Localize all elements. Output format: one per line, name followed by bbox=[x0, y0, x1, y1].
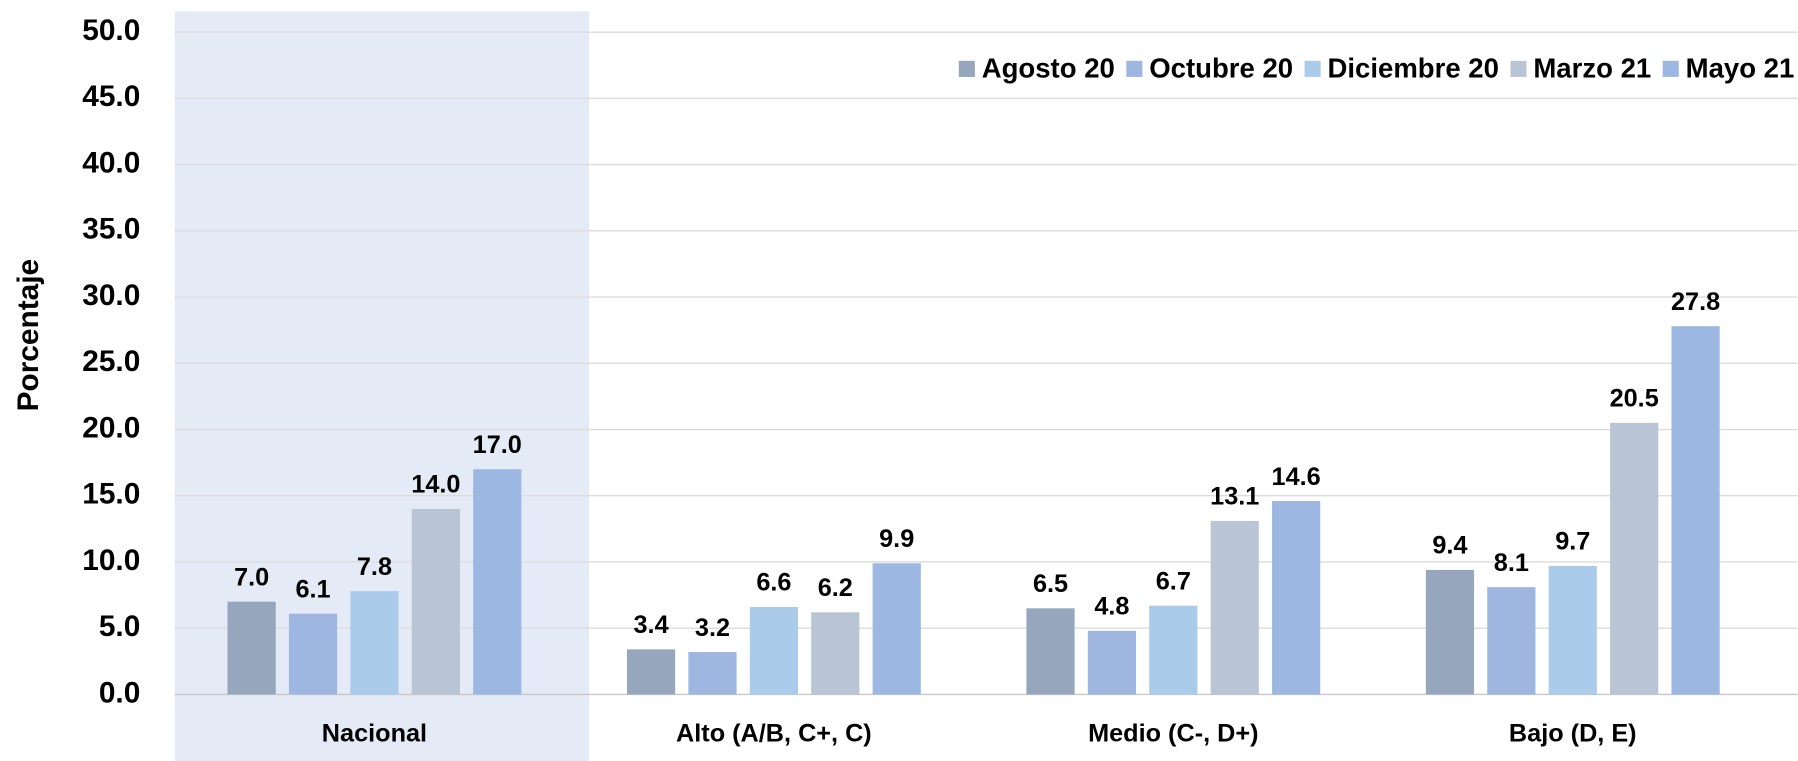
legend-swatch bbox=[958, 60, 975, 77]
legend-label: Agosto 20 bbox=[982, 52, 1115, 83]
y-tick-label: 30.0 bbox=[82, 279, 140, 312]
bar bbox=[1548, 565, 1597, 695]
y-tick-label: 15.0 bbox=[82, 478, 140, 511]
y-tick-label: 20.0 bbox=[82, 411, 140, 444]
bar bbox=[411, 508, 460, 695]
value-label: 6.7 bbox=[1156, 567, 1191, 595]
legend-label: Octubre 20 bbox=[1149, 52, 1293, 83]
bar bbox=[1149, 605, 1198, 695]
bar bbox=[1671, 326, 1720, 695]
value-label: 9.7 bbox=[1555, 528, 1590, 556]
value-label: 6.5 bbox=[1033, 570, 1068, 598]
bar bbox=[872, 563, 921, 695]
bar bbox=[350, 591, 399, 695]
legend-swatch bbox=[1662, 60, 1679, 77]
y-tick-label: 10.0 bbox=[82, 544, 140, 577]
y-tick-label: 40.0 bbox=[82, 146, 140, 179]
y-tick-label: 35.0 bbox=[82, 213, 140, 246]
x-tick-label: Nacional bbox=[322, 719, 427, 747]
value-label: 17.0 bbox=[473, 431, 522, 459]
value-label: 27.8 bbox=[1671, 288, 1720, 316]
legend-label: Diciembre 20 bbox=[1328, 52, 1499, 83]
value-label: 3.2 bbox=[695, 614, 730, 642]
y-axis-label: Porcentaje bbox=[12, 259, 45, 412]
value-label: 9.4 bbox=[1432, 532, 1467, 560]
value-label: 6.6 bbox=[756, 569, 791, 597]
y-tick-label: 0.0 bbox=[99, 676, 140, 709]
value-label: 13.1 bbox=[1210, 483, 1259, 511]
bar bbox=[811, 612, 860, 695]
value-label: 7.0 bbox=[234, 563, 269, 591]
legend-swatch bbox=[1304, 60, 1321, 77]
bar bbox=[1610, 422, 1659, 695]
value-label: 8.1 bbox=[1494, 549, 1529, 577]
bar bbox=[1210, 520, 1259, 695]
value-label: 4.8 bbox=[1094, 593, 1129, 621]
bar bbox=[1487, 587, 1536, 695]
bar bbox=[749, 607, 798, 695]
legend-label: Mayo 21 bbox=[1686, 52, 1795, 83]
legend-label: Marzo 21 bbox=[1533, 52, 1651, 83]
bar bbox=[227, 601, 276, 695]
x-tick-label: Alto (A/B, C+, C) bbox=[676, 719, 872, 747]
value-label: 6.2 bbox=[818, 574, 853, 602]
value-label: 14.0 bbox=[411, 471, 460, 499]
value-label: 7.8 bbox=[357, 553, 392, 581]
x-tick-label: Medio (C-, D+) bbox=[1088, 719, 1258, 747]
x-tick-label: Bajo (D, E) bbox=[1509, 719, 1637, 747]
legend-swatch bbox=[1126, 60, 1143, 77]
value-label: 3.4 bbox=[634, 611, 669, 639]
bar bbox=[1425, 569, 1475, 695]
value-label: 9.9 bbox=[879, 525, 914, 553]
bar bbox=[1087, 630, 1137, 695]
value-label: 6.1 bbox=[295, 575, 330, 603]
value-label: 14.6 bbox=[1272, 463, 1321, 491]
y-tick-label: 45.0 bbox=[82, 80, 140, 113]
bar bbox=[1026, 608, 1075, 695]
y-tick-label: 25.0 bbox=[82, 345, 140, 378]
bar bbox=[288, 613, 338, 695]
y-tick-label: 5.0 bbox=[99, 610, 140, 643]
value-label: 20.5 bbox=[1610, 385, 1659, 413]
bar bbox=[626, 649, 676, 695]
bar bbox=[473, 469, 522, 695]
y-tick-label: 50.0 bbox=[82, 14, 140, 47]
bar bbox=[688, 652, 737, 695]
bar bbox=[1272, 501, 1321, 695]
legend-swatch bbox=[1510, 60, 1527, 77]
